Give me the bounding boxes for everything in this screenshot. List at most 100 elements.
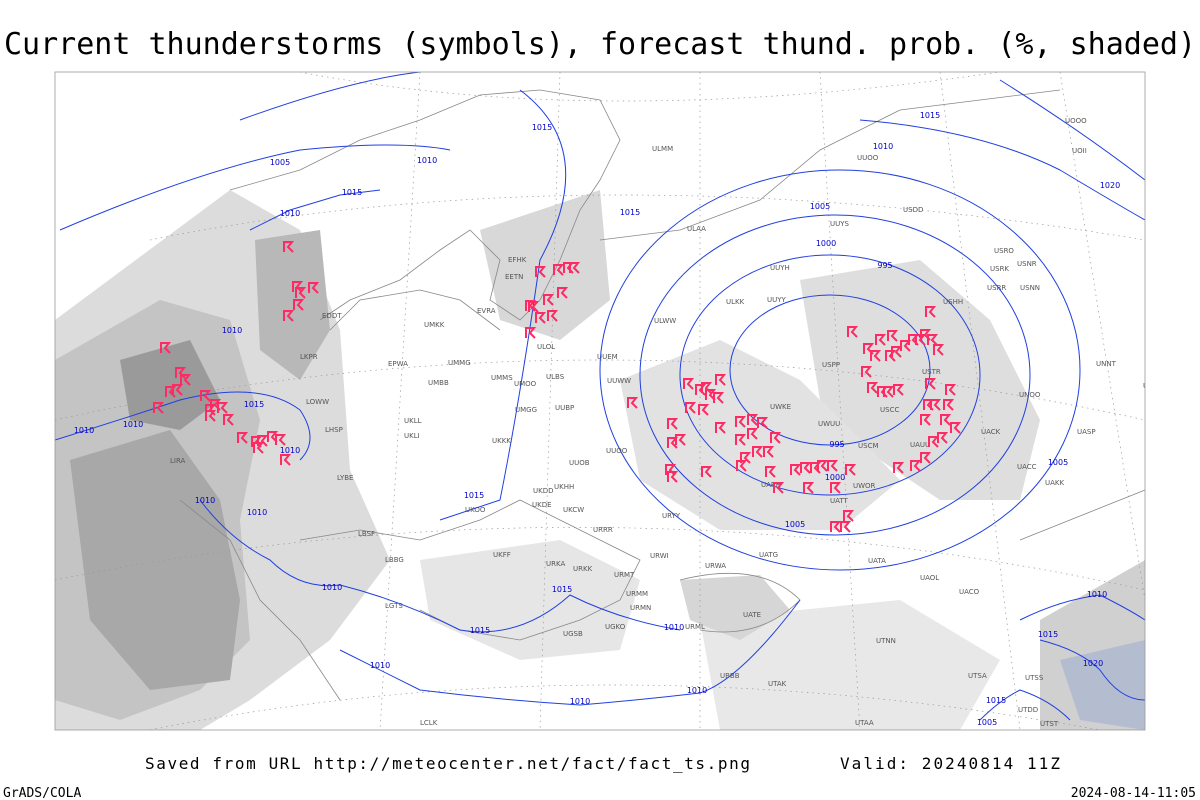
thunderstorm-symbol xyxy=(747,428,759,440)
station-label: UUEM xyxy=(597,353,618,361)
thunderstorm-symbol xyxy=(843,510,855,522)
isobar-label: 1005 xyxy=(977,718,997,727)
isobar-label: 1015 xyxy=(620,208,640,217)
station-label: UNBB xyxy=(1143,382,1163,390)
station-label: UNOO xyxy=(1019,391,1041,399)
isobar-label: 1015 xyxy=(244,400,264,409)
thunderstorm-symbol xyxy=(223,414,235,426)
station-label: UUOB xyxy=(569,459,590,467)
thunderstorm-symbol xyxy=(267,431,279,443)
station-label: UACC xyxy=(1017,463,1037,471)
thunderstorm-symbol xyxy=(667,437,679,449)
thunderstorm-symbol xyxy=(920,452,932,464)
isobar-label: 1015 xyxy=(986,696,1006,705)
station-label: URML xyxy=(685,623,705,631)
thunderstorm-symbol xyxy=(885,350,897,362)
station-label: UAUU xyxy=(910,441,930,449)
station-label: ULWW xyxy=(654,317,676,325)
station-label: UKDE xyxy=(532,501,552,509)
thunderstorm-symbol xyxy=(827,460,839,472)
station-label: UMMG xyxy=(448,359,471,367)
isobar-label: 1015 xyxy=(470,626,490,635)
thunderstorm-symbol xyxy=(943,399,955,411)
station-label: UUYH xyxy=(770,264,790,272)
thunderstorm-symbol xyxy=(800,462,812,474)
valid-time: Valid: 20240814 11Z xyxy=(840,754,1060,773)
thunderstorm-symbol xyxy=(840,521,852,533)
thunderstorm-symbol xyxy=(930,399,942,411)
thunderstorm-symbol xyxy=(747,414,759,426)
thunderstorm-symbol xyxy=(763,446,775,458)
station-label: UUOO xyxy=(606,447,628,455)
station-label: UAKK xyxy=(1045,479,1065,487)
thunderstorm-symbol xyxy=(557,287,569,299)
thunderstorm-symbol xyxy=(553,264,565,276)
station-label: LOWW xyxy=(306,398,329,406)
station-label: UASP xyxy=(1077,428,1096,436)
station-label: UNNT xyxy=(1096,360,1117,368)
station-label: LHSP xyxy=(325,426,343,434)
thunderstorm-symbol xyxy=(698,404,710,416)
thunderstorm-symbol xyxy=(205,410,217,422)
thunderstorm-symbol xyxy=(295,287,307,299)
software-credit: GrADS/COLA xyxy=(3,786,81,800)
station-label: EDDT xyxy=(322,312,342,320)
thunderstorm-symbol xyxy=(535,266,547,278)
thunderstorm-symbol xyxy=(883,386,895,398)
thunderstorm-symbol xyxy=(528,301,540,313)
map: 1015 1010 1005 1015 1010 1010 1015 1010 1010 1010… xyxy=(55,72,1163,730)
timestamp: 2024-08-14-11:05 xyxy=(1071,786,1196,800)
thunderstorm-symbol xyxy=(920,414,932,426)
thunderstorm-symbol xyxy=(713,392,725,404)
station-label: UATT xyxy=(830,497,849,505)
isobar-label: 1010 xyxy=(195,496,215,505)
station-label: UACK xyxy=(981,428,1001,436)
thunderstorm-symbol xyxy=(945,384,957,396)
isobar-label: 1020 xyxy=(1100,181,1120,190)
station-label: ULAA xyxy=(687,225,706,233)
station-label: URMT xyxy=(614,571,635,579)
isobar-label: 1005 xyxy=(270,158,290,167)
station-label: UUBP xyxy=(555,404,574,412)
title: Current thunderstorms (symbols), forecas… xyxy=(4,27,1196,62)
thunderstorm-symbol xyxy=(705,389,717,401)
station-label: LGTS xyxy=(385,602,403,610)
station-label: UKHH xyxy=(554,483,574,491)
station-label: UMKK xyxy=(424,321,445,329)
thunderstorm-symbol xyxy=(887,330,899,342)
station-label: USNR xyxy=(1017,260,1037,268)
station-label: UKOO xyxy=(465,506,486,514)
thunderstorm-symbol xyxy=(667,471,679,483)
thunderstorm-symbol xyxy=(770,432,782,444)
isobar-label: 1015 xyxy=(920,111,940,120)
isobar-label: 1010 xyxy=(687,686,707,695)
thunderstorm-symbol xyxy=(893,462,905,474)
station-label: UMBB xyxy=(428,379,449,387)
station-label: USRK xyxy=(990,265,1009,273)
thunderstorm-symbol xyxy=(172,384,184,396)
station-label: UWUU xyxy=(818,420,840,428)
isobar-label: 1010 xyxy=(1087,590,1107,599)
thunderstorm-symbol xyxy=(735,416,747,428)
station-label: LCLK xyxy=(420,719,438,727)
thunderstorm-symbol xyxy=(160,342,172,354)
isobar-label: 1010 xyxy=(247,508,267,517)
station-label: UMGG xyxy=(515,406,537,414)
thunderstorm-symbol xyxy=(830,482,842,494)
isobars xyxy=(55,72,1145,721)
station-label: USRR xyxy=(987,284,1006,292)
isobar-label: 1010 xyxy=(370,661,390,670)
station-label: UTST xyxy=(1040,720,1059,728)
thunderstorm-symbol xyxy=(923,399,935,411)
thunderstorm-symbol xyxy=(773,482,785,494)
thunderstorm-symbol xyxy=(847,326,859,338)
isobar-label: 1005 xyxy=(1048,458,1068,467)
station-label: URMM xyxy=(626,590,648,598)
thunderstorm-symbol xyxy=(845,464,857,476)
station-label: UKKK xyxy=(492,437,511,445)
station-label: UMMS xyxy=(491,374,513,382)
station-label: USCC xyxy=(880,406,899,414)
thunderstorm-symbol xyxy=(933,344,945,356)
thunderstorm-symbol xyxy=(283,241,295,253)
thunderstorm-symbol xyxy=(153,402,165,414)
